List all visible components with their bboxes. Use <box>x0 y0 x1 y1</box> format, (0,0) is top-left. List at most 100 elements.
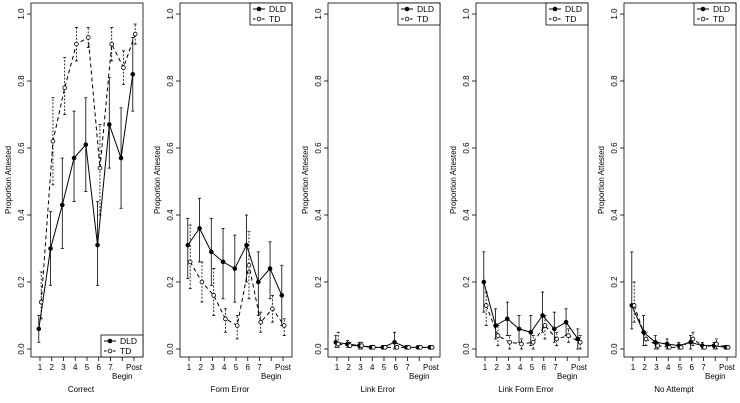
series-line-td <box>338 343 433 348</box>
data-point-td <box>678 345 684 350</box>
data-point-dld <box>118 155 124 161</box>
data-point-dld <box>48 246 53 251</box>
x-tick-label: Begin <box>705 372 725 381</box>
chart-panel-1: 0.0 0.2 0.4 0.6 0.8 1.0 Proportion Attested 1 2 3… <box>4 2 144 394</box>
data-point-td <box>667 345 672 350</box>
data-point-td <box>519 341 524 347</box>
data-point-dld <box>59 202 65 208</box>
x-tick-label: 3 <box>654 363 659 372</box>
y-tick-label: 1.0 <box>462 8 471 20</box>
data-point-td <box>483 303 489 308</box>
data-point-td <box>38 299 44 305</box>
plot-frame <box>327 2 441 358</box>
chart-panel-3: 0.0 0.2 0.4 0.6 0.8 1.0 Proportion Attested 1 2 3… <box>301 2 441 394</box>
x-tick-label: 4 <box>73 363 78 372</box>
x-tick-label: 6 <box>690 363 695 372</box>
x-tick-label: 3 <box>61 363 66 372</box>
data-point-dld <box>244 242 249 248</box>
data-point-dld <box>392 339 397 345</box>
legend-marker-dld <box>552 6 558 12</box>
data-point-td <box>507 339 513 345</box>
y-tick-label: 0.2 <box>314 276 323 288</box>
plot-frame <box>475 2 589 358</box>
y-tick-label: 1.0 <box>166 8 175 20</box>
data-point-td <box>655 343 660 348</box>
data-point-td <box>211 293 217 298</box>
y-axis-title: Proportion Attested <box>301 146 310 214</box>
data-point-dld <box>551 326 557 332</box>
x-tick-label: Begin <box>557 372 577 381</box>
data-point-td <box>406 345 412 350</box>
data-point-td <box>530 339 536 345</box>
x-axis-title: No Attempt <box>654 385 694 394</box>
y-tick-label: 0.6 <box>314 142 323 154</box>
data-point-dld <box>83 142 89 147</box>
data-point-td <box>234 323 240 328</box>
data-point-td <box>429 345 435 350</box>
plot-frame <box>30 2 144 358</box>
legend-marker-dld <box>700 6 706 12</box>
data-point-td <box>258 319 264 325</box>
y-tick-label: 1.0 <box>314 8 323 20</box>
y-tick-label: 0.4 <box>17 209 26 221</box>
data-point-td <box>542 323 548 328</box>
plot-frame <box>623 2 737 358</box>
y-tick-label: 0.8 <box>610 75 619 87</box>
legend-label-dld: DLD <box>269 4 286 14</box>
data-point-td <box>347 343 353 348</box>
x-tick-label: 7 <box>553 363 558 372</box>
x-tick-label: 7 <box>701 363 706 372</box>
y-axis-title: Proportion Attested <box>449 146 458 214</box>
x-tick-label: 5 <box>678 363 683 372</box>
data-point-dld <box>481 279 487 285</box>
data-point-td <box>121 65 126 70</box>
series-line-td <box>485 305 581 345</box>
data-point-dld <box>528 329 534 335</box>
x-axis-title: Correct <box>68 385 95 394</box>
y-tick-label: 0.2 <box>462 276 471 288</box>
y-tick-label: 0.8 <box>314 75 323 87</box>
y-tick-label: 0.0 <box>314 343 323 355</box>
x-tick-label: Begin <box>261 372 281 381</box>
y-tick-label: 0.0 <box>166 343 175 355</box>
data-point-dld <box>220 259 226 265</box>
y-axis-title: Proportion Attested <box>597 146 606 214</box>
data-point-dld <box>232 266 238 271</box>
data-point-dld <box>516 326 522 332</box>
data-point-td <box>246 262 252 268</box>
y-tick-label: 0.0 <box>17 343 26 355</box>
x-tick-label: 2 <box>199 363 204 372</box>
data-point-td <box>382 345 388 350</box>
legend-label-dld: DLD <box>565 4 582 14</box>
data-point-dld <box>36 326 42 332</box>
data-point-td <box>335 341 341 347</box>
y-tick-label: 0.6 <box>166 142 175 154</box>
x-tick-label: 5 <box>234 363 239 372</box>
x-tick-label: 1 <box>483 363 488 372</box>
data-point-td <box>690 336 696 342</box>
x-tick-label: Post <box>275 363 292 372</box>
data-point-td <box>631 303 637 308</box>
legend-label-td: TD <box>120 346 131 356</box>
data-point-dld <box>71 155 77 161</box>
data-point-dld <box>563 319 569 325</box>
x-axis-title: Link Form Error <box>498 385 554 394</box>
x-tick-label: 6 <box>97 363 102 372</box>
data-point-td <box>281 323 287 328</box>
series-line-td <box>633 305 729 348</box>
x-tick-label: 7 <box>405 363 410 372</box>
chart-panel-4: 0.0 0.2 0.4 0.6 0.8 1.0 Proportion Attested 1 2 3… <box>449 2 589 394</box>
data-point-td <box>418 345 423 350</box>
x-tick-label: 1 <box>335 363 340 372</box>
data-point-dld <box>130 72 136 77</box>
legend-marker-td <box>256 16 262 22</box>
legend-marker-td <box>552 16 558 22</box>
x-tick-label: 5 <box>85 363 90 372</box>
legend-label-td: TD <box>269 14 280 24</box>
legend-marker-dld <box>404 6 410 12</box>
data-point-td <box>359 343 365 348</box>
y-tick-label: 1.0 <box>610 8 619 20</box>
